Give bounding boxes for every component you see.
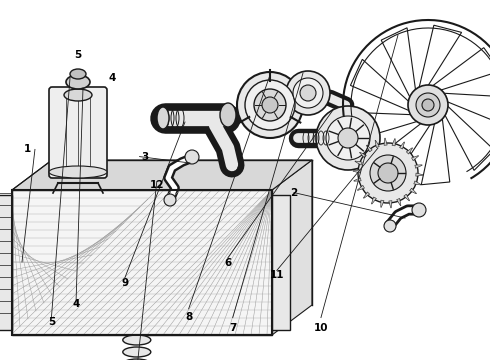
Ellipse shape xyxy=(49,166,107,178)
Ellipse shape xyxy=(66,75,90,89)
Polygon shape xyxy=(396,198,401,206)
Circle shape xyxy=(326,116,370,160)
Circle shape xyxy=(358,143,418,203)
Polygon shape xyxy=(367,145,372,152)
Circle shape xyxy=(384,220,396,232)
Polygon shape xyxy=(12,190,272,335)
Polygon shape xyxy=(12,160,312,190)
Text: 5: 5 xyxy=(48,317,55,327)
Polygon shape xyxy=(355,161,362,165)
Polygon shape xyxy=(364,192,369,198)
Polygon shape xyxy=(371,122,432,178)
Ellipse shape xyxy=(123,335,151,345)
Ellipse shape xyxy=(123,359,151,360)
Polygon shape xyxy=(421,116,450,185)
Polygon shape xyxy=(375,140,379,148)
Circle shape xyxy=(316,106,380,170)
Polygon shape xyxy=(272,195,290,330)
Text: 6: 6 xyxy=(224,258,231,268)
Circle shape xyxy=(422,99,434,111)
Circle shape xyxy=(286,71,330,115)
FancyBboxPatch shape xyxy=(49,87,107,178)
Circle shape xyxy=(293,78,323,108)
Text: 8: 8 xyxy=(185,312,192,322)
Circle shape xyxy=(164,194,176,206)
Circle shape xyxy=(254,89,286,121)
Polygon shape xyxy=(12,190,272,335)
Circle shape xyxy=(300,85,316,101)
Circle shape xyxy=(185,150,199,164)
Text: 9: 9 xyxy=(122,278,128,288)
Polygon shape xyxy=(381,28,416,99)
Circle shape xyxy=(408,85,448,125)
Circle shape xyxy=(412,203,426,217)
Circle shape xyxy=(370,155,406,191)
Polygon shape xyxy=(348,112,419,140)
Polygon shape xyxy=(412,156,418,161)
Polygon shape xyxy=(360,152,367,158)
Polygon shape xyxy=(415,165,422,168)
Polygon shape xyxy=(354,178,361,181)
Text: 10: 10 xyxy=(314,323,328,333)
Polygon shape xyxy=(353,170,360,173)
Circle shape xyxy=(416,93,440,117)
Circle shape xyxy=(262,97,278,113)
Text: 7: 7 xyxy=(229,323,237,333)
Polygon shape xyxy=(418,25,462,90)
Polygon shape xyxy=(272,160,312,335)
Polygon shape xyxy=(389,201,392,208)
Polygon shape xyxy=(414,181,421,185)
Circle shape xyxy=(378,163,398,183)
Polygon shape xyxy=(441,93,490,126)
Polygon shape xyxy=(381,200,384,207)
Polygon shape xyxy=(0,195,12,330)
Circle shape xyxy=(245,80,295,130)
Ellipse shape xyxy=(70,69,86,79)
Text: 1: 1 xyxy=(24,144,30,154)
Ellipse shape xyxy=(220,103,236,127)
Text: 11: 11 xyxy=(270,270,284,280)
Polygon shape xyxy=(392,139,395,146)
Polygon shape xyxy=(410,188,416,194)
Polygon shape xyxy=(350,59,411,112)
Circle shape xyxy=(338,128,358,148)
Text: 3: 3 xyxy=(141,152,148,162)
Ellipse shape xyxy=(123,347,151,357)
Text: 12: 12 xyxy=(149,180,164,190)
Polygon shape xyxy=(400,142,405,149)
Polygon shape xyxy=(371,197,376,204)
Circle shape xyxy=(237,72,303,138)
Polygon shape xyxy=(431,48,490,91)
Polygon shape xyxy=(384,138,387,145)
Ellipse shape xyxy=(157,107,169,129)
Text: 2: 2 xyxy=(291,188,297,198)
Polygon shape xyxy=(416,173,423,176)
Text: 4: 4 xyxy=(72,299,80,309)
Polygon shape xyxy=(357,185,365,190)
Ellipse shape xyxy=(64,89,92,101)
Polygon shape xyxy=(444,105,490,170)
Polygon shape xyxy=(404,194,410,201)
Polygon shape xyxy=(406,148,413,154)
Text: 5: 5 xyxy=(74,50,82,60)
Text: 4: 4 xyxy=(108,73,116,83)
